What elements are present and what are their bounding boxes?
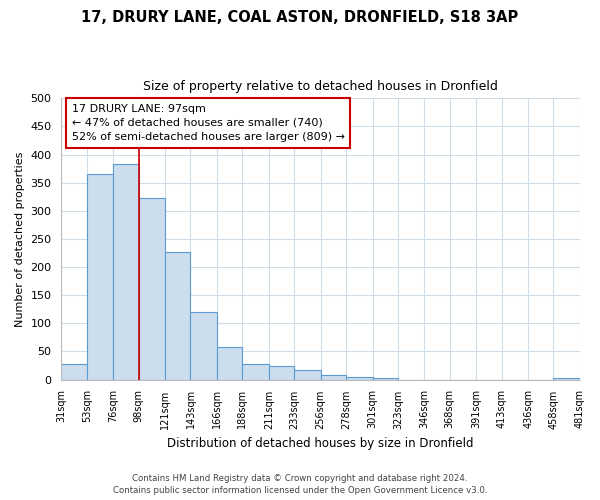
Bar [217,347,242,380]
Bar [553,378,580,380]
Bar [87,174,113,380]
Bar [321,375,346,380]
Bar [61,364,87,380]
Bar [346,377,373,380]
Text: 17 DRURY LANE: 97sqm
← 47% of detached houses are smaller (740)
52% of semi-deta: 17 DRURY LANE: 97sqm ← 47% of detached h… [72,104,345,142]
Bar [165,252,190,380]
Bar [373,378,398,380]
Text: Contains HM Land Registry data © Crown copyright and database right 2024.
Contai: Contains HM Land Registry data © Crown c… [113,474,487,495]
X-axis label: Distribution of detached houses by size in Dronfield: Distribution of detached houses by size … [167,437,474,450]
Bar [294,370,321,380]
Bar [190,312,217,380]
Text: 17, DRURY LANE, COAL ASTON, DRONFIELD, S18 3AP: 17, DRURY LANE, COAL ASTON, DRONFIELD, S… [82,10,518,25]
Bar [139,198,165,380]
Bar [113,164,139,380]
Bar [269,366,294,380]
Bar [242,364,269,380]
Title: Size of property relative to detached houses in Dronfield: Size of property relative to detached ho… [143,80,498,93]
Y-axis label: Number of detached properties: Number of detached properties [15,152,25,326]
